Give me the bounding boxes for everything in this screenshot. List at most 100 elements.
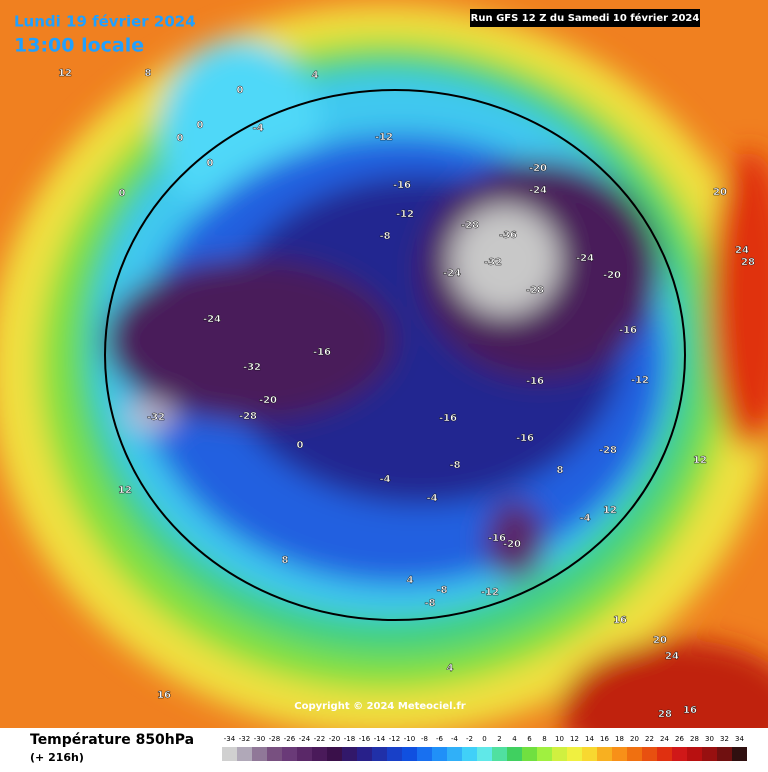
isotherm-label: 16: [613, 615, 627, 626]
color-swatch: [417, 747, 432, 761]
isotherm-label: 28: [741, 257, 755, 268]
isotherm-label: 8: [282, 555, 289, 566]
isotherm-label: 8: [557, 465, 564, 476]
isotherm-label: -24: [576, 253, 594, 264]
color-swatch: [642, 747, 657, 761]
color-swatch: [402, 747, 417, 761]
color-swatch: [252, 747, 267, 761]
color-swatch: [267, 747, 282, 761]
colorbar-tick-label: 8: [542, 735, 546, 743]
colorbar-tick-label: 18: [615, 735, 624, 743]
color-swatch: [672, 747, 687, 761]
colorbar-tick-label: 12: [570, 735, 579, 743]
isotherm-label: -4: [426, 493, 437, 504]
color-swatch: [447, 747, 462, 761]
colorbar: -34 -32 -30 -28 -26 -24 -22 -20 -18 -16 -14 -12 -10-…: [222, 735, 747, 761]
color-swatch: [477, 747, 492, 761]
color-swatch: [582, 747, 597, 761]
zero-isotherm: [104, 89, 686, 621]
arctic-core: [125, 400, 175, 430]
isotherm-label: 0: [197, 120, 204, 131]
colorbar-tick-label: -34: [224, 735, 236, 743]
isotherm-label: -24: [529, 185, 547, 196]
color-swatch: [717, 747, 732, 761]
isotherm-label: -4: [252, 123, 263, 134]
color-swatch: [297, 747, 312, 761]
colorbar-tick-label: 24: [660, 735, 669, 743]
isotherm-label: -28: [526, 285, 544, 296]
color-swatch: [372, 747, 387, 761]
isotherm-label: -4: [579, 513, 590, 524]
colorbar-tick-label: -2: [466, 735, 473, 743]
hot-zone: [560, 640, 768, 728]
color-swatch: [597, 747, 612, 761]
isotherm-label: -20: [259, 395, 277, 406]
isotherm-label: -16: [516, 433, 534, 444]
isotherm-label: -16: [313, 347, 331, 358]
isotherm-label: 12: [58, 68, 72, 79]
color-swatch: [237, 747, 252, 761]
colorbar-tick-label: -22: [314, 735, 325, 743]
colorbar-tick-label: -16: [359, 735, 371, 743]
colorbar-tick-label: 32: [720, 735, 729, 743]
isotherm-label: -20: [603, 270, 621, 281]
isotherm-label: 4: [312, 70, 319, 81]
isotherm-label: 16: [157, 690, 171, 701]
copyright: Copyright © 2024 Meteociel.fr: [294, 701, 465, 712]
colorbar-tick-label: 6: [527, 735, 532, 743]
colorbar-tick-label: -10: [404, 735, 415, 743]
forecast-time: 13:00 locale: [14, 35, 144, 57]
isotherm-label: -12: [631, 375, 649, 386]
isotherm-label: -12: [481, 587, 499, 598]
isotherm-label: -8: [449, 460, 460, 471]
isotherm-label: -28: [461, 220, 479, 231]
isotherm-label: -16: [619, 325, 637, 336]
color-swatch: [687, 747, 702, 761]
color-swatch: [462, 747, 477, 761]
isotherm-label: -16: [526, 376, 544, 387]
colorbar-tick-label: -12: [389, 735, 400, 743]
isotherm-label: -12: [396, 209, 414, 220]
hot-zone: [710, 150, 768, 450]
isotherm-label: -8: [379, 231, 390, 242]
isotherm-label: -16: [393, 180, 411, 191]
colorbar-tick-label: 28: [690, 735, 699, 743]
temperature-field: [0, 5, 768, 728]
color-swatch: [552, 747, 567, 761]
color-swatch: [507, 747, 522, 761]
forecast-date: Lundi 19 février 2024: [14, 13, 196, 31]
legend-subtitle: (+ 216h): [30, 751, 84, 764]
isotherm-label: 4: [407, 575, 414, 586]
isotherm-label: 0: [177, 133, 184, 144]
isotherm-label: 20: [653, 635, 667, 646]
isotherm-label: -16: [488, 533, 506, 544]
colorbar-tick-label: -20: [329, 735, 340, 743]
run-info: Run GFS 12 Z du Samedi 10 février 2024: [471, 12, 700, 24]
colorbar-tick-label: -18: [344, 735, 355, 743]
color-swatch: [357, 747, 372, 761]
color-swatch: [537, 747, 552, 761]
colorbar-tick-label: -30: [254, 735, 265, 743]
color-swatch: [387, 747, 402, 761]
isotherm-label: -12: [375, 132, 393, 143]
colorbar-tick-label: 26: [675, 735, 684, 743]
colorbar-tick-label: -8: [421, 735, 428, 743]
isotherm-label: 0: [119, 188, 126, 199]
colorbar-tick-label: 14: [585, 735, 594, 743]
colorbar-tick-label: -6: [436, 735, 444, 743]
isotherm-label: -8: [436, 585, 447, 596]
colorbar-tick-label: 2: [497, 735, 501, 743]
color-swatch: [327, 747, 342, 761]
isotherm-label: 20: [713, 187, 727, 198]
color-swatch: [522, 747, 537, 761]
isotherm-label: -32: [147, 412, 165, 423]
isotherm-label: 12: [118, 485, 132, 496]
legend-title: Température 850hPa: [30, 732, 194, 748]
map-labels: 8 12 0 0 -4 0 4 0 0 -12 -16 -12 -8 -20 -24 -36 -28 -32 -24…: [58, 68, 755, 720]
color-swatch: [567, 747, 582, 761]
color-swatch: [222, 747, 237, 761]
isotherm-label: 24: [735, 245, 749, 256]
isotherm-label: -20: [503, 539, 521, 550]
colorbar-tick-label: -26: [284, 735, 296, 743]
